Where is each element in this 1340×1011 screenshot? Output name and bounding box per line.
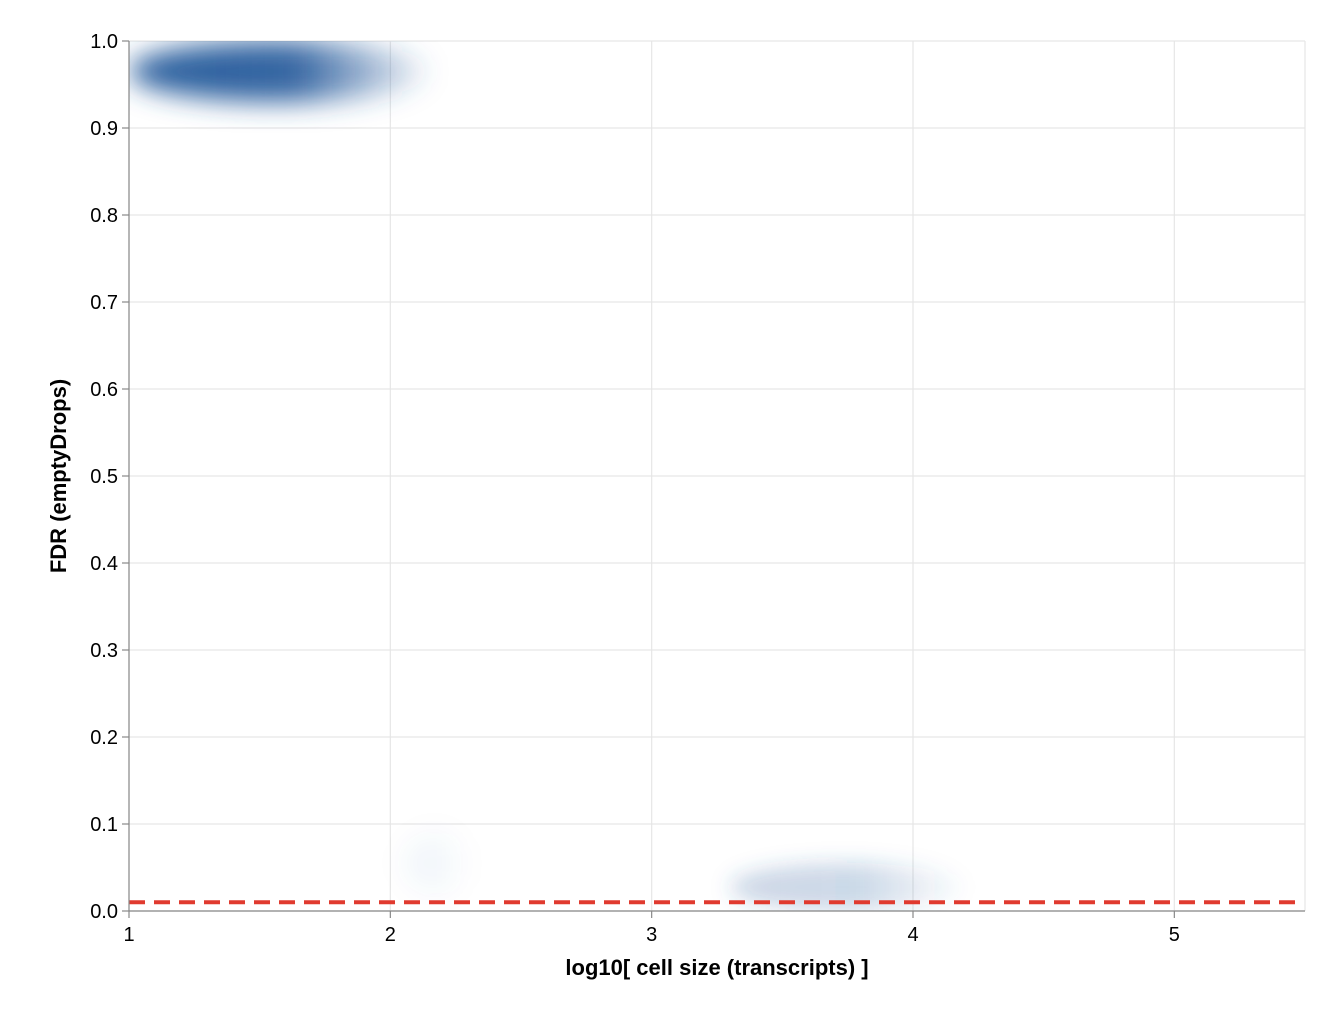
y-tick-label: 0.5 [90,466,118,488]
x-axis-title: log10[ cell size (transcripts) ] [565,955,868,980]
y-tick-label: 0.9 [90,118,118,140]
y-tick-label: 0.6 [90,379,118,401]
y-tick-label: 0.4 [90,553,118,575]
density-region [403,832,469,894]
y-tick-label: 0.3 [90,640,118,662]
grid [128,40,1306,912]
x-tick-label: 2 [385,924,396,946]
x-tick-label: 5 [1169,924,1180,946]
y-tick-label: 0.7 [90,292,118,314]
y-axis-title: FDR (emptyDrops) [46,379,71,573]
axes: 1 2 3 4 5 0.0 0.1 0.2 0.3 0.4 0.5 0.6 0.7 0.8 0.9 1.0 [90,31,1305,946]
y-tick-label: 1.0 [90,31,118,53]
x-tick-label: 4 [907,924,918,946]
x-tick-label: 1 [123,924,134,946]
density-layer [129,41,966,911]
y-tick-label: 0.0 [90,901,118,923]
x-tick-label: 3 [646,924,657,946]
density-region [730,863,966,911]
y-tick-label: 0.2 [90,727,118,749]
y-tick-label: 0.1 [90,814,118,836]
density-region [129,41,430,102]
y-tick-label: 0.8 [90,205,118,227]
